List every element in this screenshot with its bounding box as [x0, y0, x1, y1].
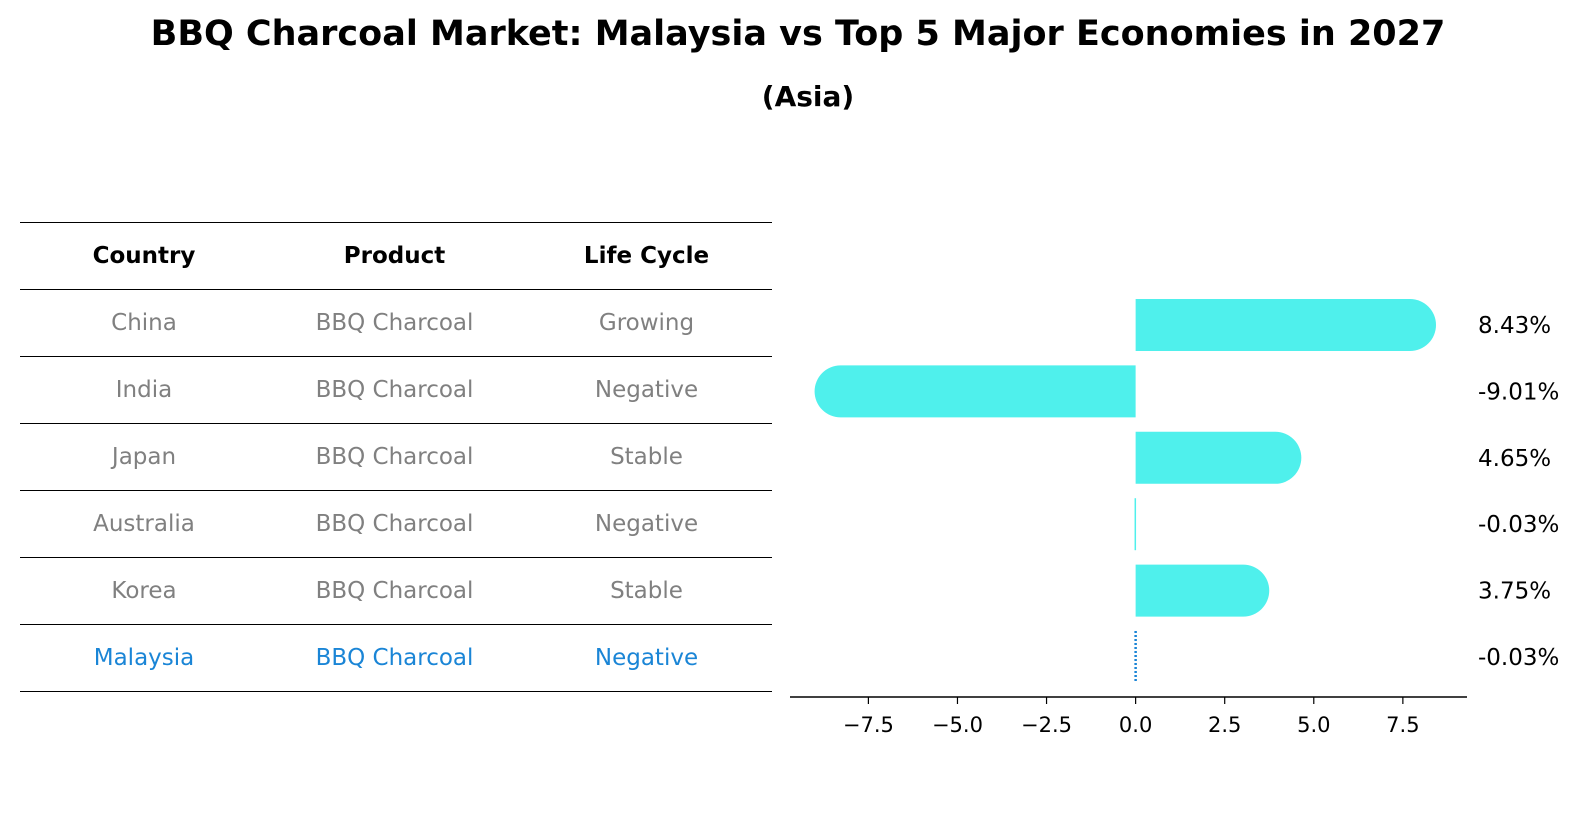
- bar-china: [1135, 299, 1437, 351]
- cell-product: BBQ Charcoal: [315, 444, 474, 470]
- country-table: Country Product Life Cycle China BBQ Cha…: [20, 222, 772, 692]
- cell-product: BBQ Charcoal: [315, 645, 474, 671]
- x-tick-label: 0.0: [1119, 713, 1152, 737]
- data-label-australia: -0.03%: [1478, 512, 1559, 538]
- x-tick-label: 2.5: [1208, 713, 1241, 737]
- cell-life-cycle: Growing: [598, 310, 695, 336]
- bar-japan: [1135, 431, 1302, 484]
- table-row: China BBQ Charcoal Growing: [20, 289, 772, 356]
- data-label-india: -9.01%: [1478, 379, 1559, 405]
- table-row: India BBQ Charcoal Negative: [20, 356, 772, 423]
- cell-country: India: [115, 377, 173, 403]
- x-tick-label: −5.0: [932, 713, 983, 737]
- table-row: Australia BBQ Charcoal Negative: [20, 490, 772, 557]
- x-tick-label: −2.5: [1021, 713, 1072, 737]
- table-header-row: Country Product Life Cycle: [20, 222, 772, 289]
- table-row-highlighted: Malaysia BBQ Charcoal Negative: [20, 624, 772, 692]
- cell-country: China: [111, 310, 177, 336]
- data-label-japan: 4.65%: [1478, 446, 1551, 472]
- cell-country: Japan: [111, 444, 177, 470]
- header-product: Product: [343, 243, 446, 269]
- header-country: Country: [92, 243, 196, 269]
- cell-product: BBQ Charcoal: [315, 377, 474, 403]
- data-label-korea: 3.75%: [1478, 579, 1551, 605]
- cell-life-cycle: Negative: [594, 645, 699, 671]
- table-row: Korea BBQ Charcoal Stable: [20, 557, 772, 624]
- chart-subtitle: (Asia): [761, 80, 855, 113]
- table-row: Japan BBQ Charcoal Stable: [20, 423, 772, 490]
- data-label-china: 8.43%: [1478, 313, 1551, 339]
- cell-country: Malaysia: [93, 645, 195, 671]
- cell-product: BBQ Charcoal: [315, 578, 474, 604]
- data-label-malaysia: -0.03%: [1478, 645, 1559, 671]
- cell-product: BBQ Charcoal: [315, 511, 474, 537]
- x-tick-label: 7.5: [1386, 713, 1419, 737]
- bar-australia: [1134, 498, 1137, 551]
- cell-life-cycle: Negative: [594, 511, 699, 537]
- cell-country: Australia: [93, 511, 195, 537]
- x-tick-label: 5.0: [1297, 713, 1330, 737]
- bar-india: [814, 365, 1136, 418]
- cell-country: Korea: [111, 578, 177, 604]
- cell-life-cycle: Stable: [610, 444, 683, 470]
- chart-title: BBQ Charcoal Market: Malaysia vs Top 5 M…: [150, 14, 1446, 54]
- cell-life-cycle: Stable: [610, 578, 683, 604]
- cell-product: BBQ Charcoal: [315, 310, 474, 336]
- header-life-cycle: Life Cycle: [583, 243, 710, 269]
- cell-life-cycle: Negative: [594, 377, 699, 403]
- bar-korea: [1135, 564, 1270, 617]
- x-tick-label: −7.5: [843, 713, 894, 737]
